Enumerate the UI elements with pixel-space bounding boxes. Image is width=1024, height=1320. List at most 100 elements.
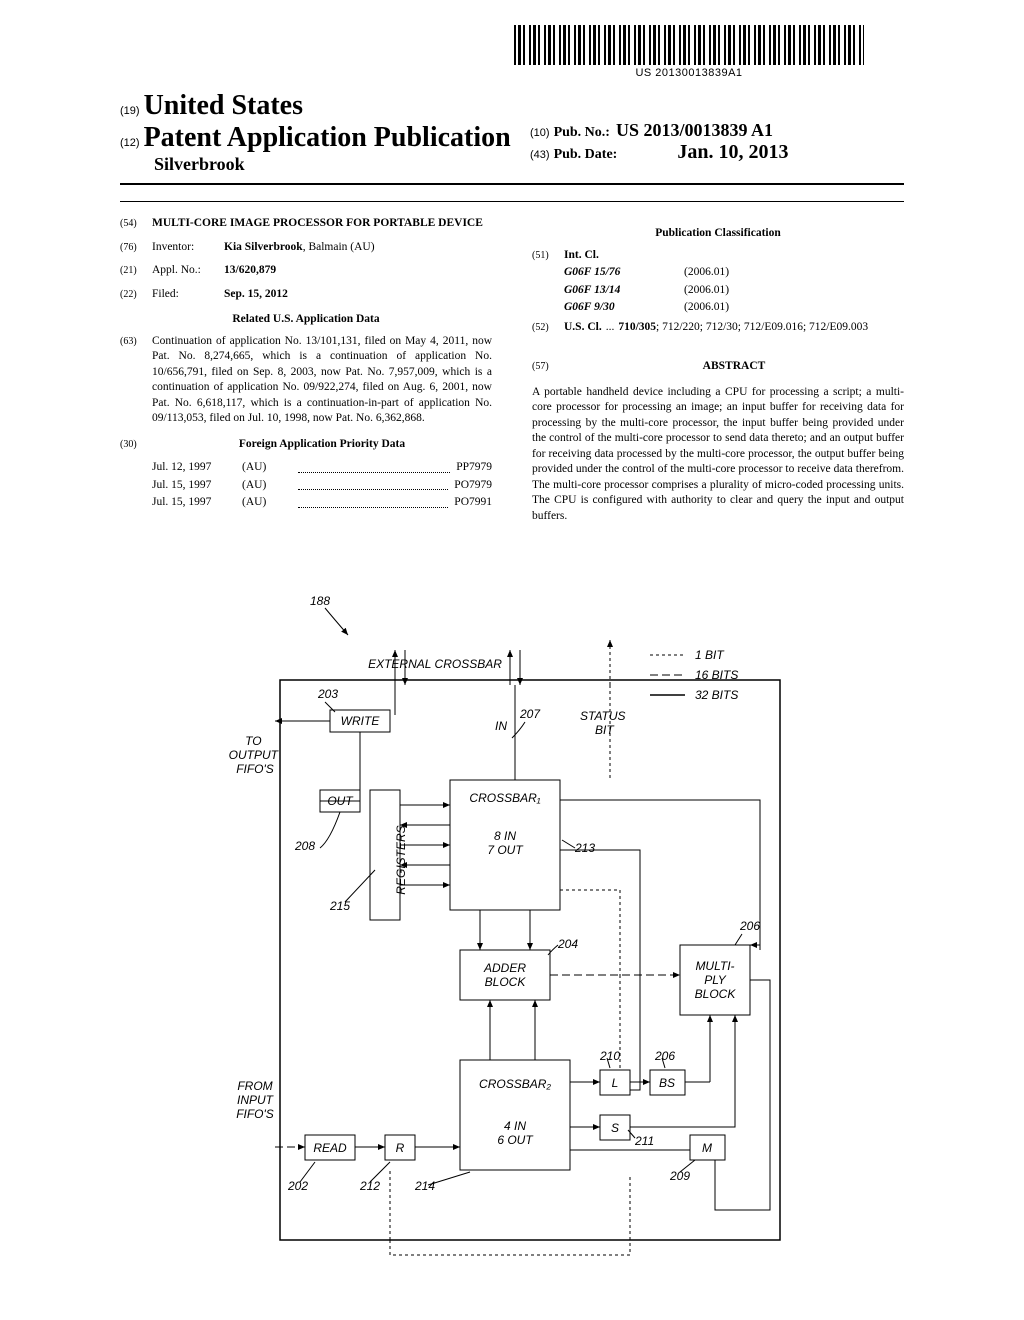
uscl-label: U.S. Cl. [564, 320, 602, 336]
label-to-output: TO OUTPUT FIFO'S [229, 734, 282, 776]
appl-label: Appl. No.: [152, 263, 224, 279]
code-51: (51) [532, 249, 564, 263]
label-write: WRITE [341, 714, 381, 728]
code-52: (52) [532, 321, 564, 335]
intcl-code-0: G06F 15/76 [564, 265, 684, 281]
country-name: United States [144, 90, 303, 122]
inventor-label: Inventor: [152, 240, 224, 256]
ref-206b: 206 [654, 1049, 675, 1063]
code-63: (63) [120, 335, 152, 349]
ref-208: 208 [294, 839, 315, 853]
intcl-date-0: (2006.01) [684, 265, 729, 281]
classification-title: Publication Classification [532, 226, 904, 242]
label-crossbar2: CROSSBAR₂ [479, 1077, 551, 1091]
legend-1bit: 1 BIT [695, 648, 725, 662]
ref-209a: 209 [669, 1169, 690, 1183]
inventor-value: Kia Silverbrook, Balmain (AU) [224, 240, 492, 256]
inventor-loc: , Balmain (AU) [303, 241, 375, 253]
divider-top [120, 183, 904, 185]
uscl-rest: ; 712/220; 712/30; 712/E09.016; 712/E09.… [656, 320, 868, 336]
label-r: R [396, 1141, 405, 1155]
invention-title: MULTI-CORE IMAGE PROCESSOR FOR PORTABLE … [152, 216, 492, 232]
label-external-crossbar: EXTERNAL CROSSBAR [368, 657, 502, 671]
fig-number: 188 [310, 594, 330, 608]
priority-dots-1 [298, 478, 448, 491]
priority-date-2: Jul. 15, 1997 [152, 495, 242, 511]
uscl-primary: 710/305 [618, 320, 656, 336]
right-column: Publication Classification (51) Int. Cl.… [512, 216, 904, 524]
code-30: (30) [120, 438, 152, 452]
priority-num-2: PO7991 [454, 495, 492, 511]
ref-207: 207 [519, 707, 541, 721]
related-data-title: Related U.S. Application Data [120, 312, 492, 328]
code-10: (10) [530, 127, 550, 139]
pub-no-label: Pub. No.: [554, 125, 610, 141]
label-registers: REGISTERS [394, 825, 408, 894]
label-in: IN [495, 719, 507, 733]
code-57: (57) [532, 360, 564, 374]
ref-212: 212 [359, 1179, 380, 1193]
abstract-text: A portable handheld device including a C… [532, 385, 904, 525]
label-adder: ADDERBLOCK [483, 961, 526, 989]
pub-date-value: Jan. 10, 2013 [677, 141, 788, 164]
priority-num-1: PO7979 [454, 478, 492, 494]
code-21: (21) [120, 264, 152, 278]
label-status-bit: STATUSBIT [580, 709, 626, 737]
appl-no: 13/620,879 [224, 263, 492, 279]
priority-country-0: (AU) [242, 460, 292, 476]
label-from-input: FROMINPUTFIFO'S [236, 1079, 274, 1121]
ref-210: 210 [599, 1049, 620, 1063]
ref-206: 206 [739, 919, 760, 933]
left-column: (54) MULTI-CORE IMAGE PROCESSOR FOR PORT… [120, 216, 512, 524]
priority-country-1: (AU) [242, 478, 292, 494]
code-22: (22) [120, 288, 152, 302]
abstract-label: ABSTRACT [564, 359, 904, 375]
priority-row-0: Jul. 12, 1997 (AU) PP7979 [152, 460, 492, 476]
pub-no-value: US 2013/0013839 A1 [616, 120, 773, 141]
ref-204: 204 [557, 937, 578, 951]
priority-row-2: Jul. 15, 1997 (AU) PO7991 [152, 495, 492, 511]
code-76: (76) [120, 241, 152, 255]
uscl-dots: ... [606, 320, 615, 336]
filed-label: Filed: [152, 287, 224, 303]
patent-figure: 188 1 BIT 16 BITS 32 BITS EXTERNAL CROSS… [180, 590, 820, 1270]
filed-date: Sep. 15, 2012 [224, 287, 492, 303]
barcode-graphic [514, 25, 864, 65]
divider-thin [120, 201, 904, 202]
publication-info: (10) Pub. No.: US 2013/0013839 A1 (43) P… [530, 120, 788, 164]
barcode-block: US 20130013839A1 [514, 25, 864, 79]
label-s: S [611, 1121, 619, 1135]
barcode-text: US 20130013839A1 [514, 67, 864, 79]
label-l: L [612, 1076, 619, 1090]
code-19: (19) [120, 105, 140, 117]
intcl-row-0: G06F 15/76 (2006.01) [564, 265, 904, 281]
intcl-row-1: G06F 13/14 (2006.01) [564, 283, 904, 299]
label-crossbar1: CROSSBAR₁ [469, 791, 540, 805]
code-43: (43) [530, 149, 550, 161]
pub-date-label: Pub. Date: [554, 147, 618, 163]
intcl-code-1: G06F 13/14 [564, 283, 684, 299]
ref-215: 215 [329, 899, 350, 913]
author-name: Silverbrook [154, 154, 904, 175]
intcl-date-2: (2006.01) [684, 300, 729, 316]
foreign-priority-title: Foreign Application Priority Data [152, 437, 492, 453]
priority-dots-0 [298, 460, 450, 473]
ref-202: 202 [287, 1179, 308, 1193]
intcl-row-2: G06F 9/30 (2006.01) [564, 300, 904, 316]
label-read: READ [313, 1141, 347, 1155]
publication-type: Patent Application Publication [144, 122, 511, 154]
inventor-name: Kia Silverbrook [224, 241, 303, 253]
priority-date-0: Jul. 12, 1997 [152, 460, 242, 476]
ref-213: 213 [574, 841, 595, 855]
priority-row-1: Jul. 15, 1997 (AU) PO7979 [152, 478, 492, 494]
code-54: (54) [120, 217, 152, 231]
legend-32bits: 32 BITS [695, 688, 738, 702]
priority-num-0: PP7979 [456, 460, 492, 476]
label-m: M [702, 1141, 712, 1155]
label-bs: BS [659, 1076, 675, 1090]
code-12: (12) [120, 137, 140, 149]
intcl-code-2: G06F 9/30 [564, 300, 684, 316]
continuation-text: Continuation of application No. 13/101,1… [152, 334, 492, 427]
priority-country-2: (AU) [242, 495, 292, 511]
ref-203: 203 [317, 687, 338, 701]
